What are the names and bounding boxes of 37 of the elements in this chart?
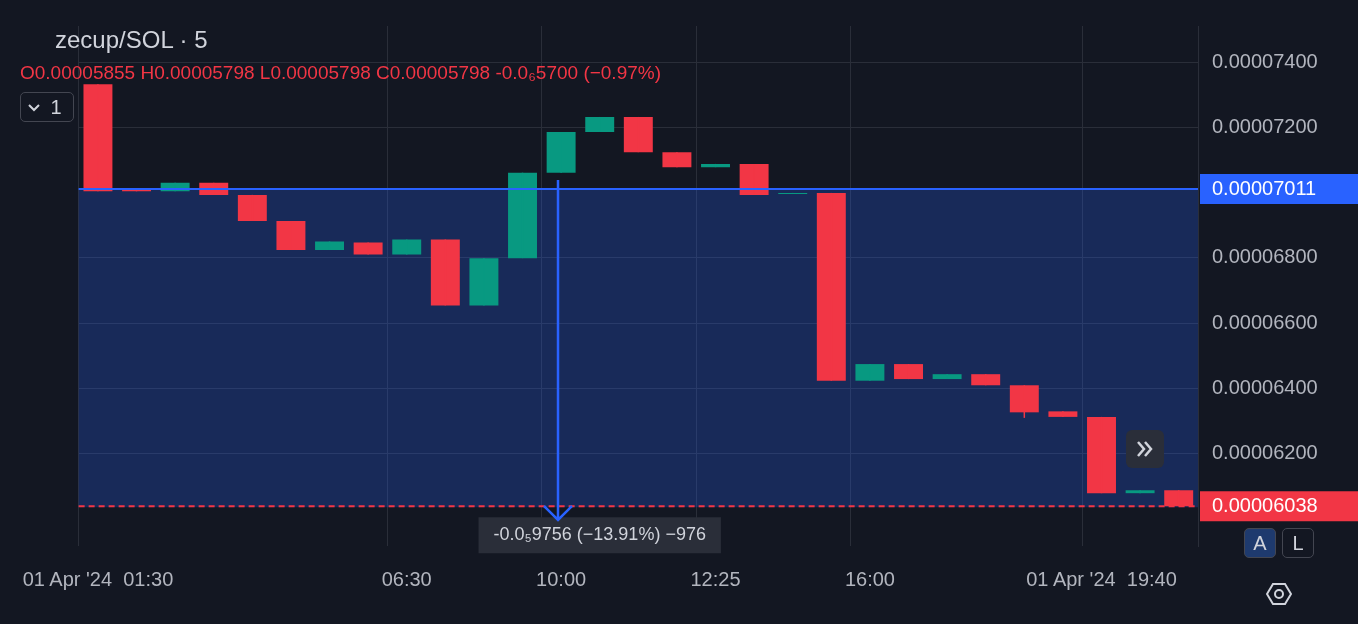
chart-title: zecup/SOL · 5 (55, 26, 208, 54)
candlestick (1048, 410, 1078, 418)
candlestick (1125, 489, 1155, 494)
x-tick-label: 16:00 (844, 567, 895, 590)
candlestick (662, 151, 692, 168)
text: O0.00005855 H0.00005798 L0.00005798 C0.00005798 -0.0₆5700 (−0.97%) (20, 62, 661, 84)
y-tick-label: 0.00006800 (1212, 245, 1318, 268)
candlestick (932, 373, 962, 380)
y-tick-label: 0.00007400 (1212, 49, 1318, 72)
x-tick-label: 10:00 (536, 567, 587, 590)
legend-label: -0.0₅9756 (−13.91%) −976 (493, 524, 706, 545)
candlestick (276, 220, 306, 250)
text: A (1244, 528, 1276, 558)
text: L (1282, 528, 1314, 558)
candlestick (855, 363, 885, 382)
x-tick-label: 12:25 (690, 567, 741, 590)
x-tick-label: 01 Apr '24 19:40 (1026, 567, 1177, 590)
x-tick-label: 06:30 (381, 567, 432, 590)
candlestick (1087, 416, 1116, 494)
ref-line-label: 0.00007011 (1212, 176, 1317, 199)
candlestick (816, 192, 846, 382)
candlestick (430, 238, 460, 307)
candlestick (353, 241, 383, 256)
candlestick (623, 116, 653, 153)
candlestick (1009, 384, 1039, 419)
candlestick (237, 194, 267, 222)
candlestick (546, 131, 576, 174)
y-tick-label: 0.00007200 (1212, 114, 1318, 137)
candlestick (83, 83, 113, 193)
ref-line-label: 0.00006038 (1212, 493, 1318, 516)
candlestick (469, 257, 499, 307)
candlestick (508, 171, 537, 259)
text: 1 (20, 92, 74, 122)
y-tick-label: 0.00006400 (1212, 375, 1318, 398)
x-tick-label: 01 Apr '24 01:30 (22, 567, 174, 590)
y-tick-label: 0.00006600 (1212, 310, 1318, 333)
y-tick-label: 0.00006200 (1212, 440, 1318, 463)
